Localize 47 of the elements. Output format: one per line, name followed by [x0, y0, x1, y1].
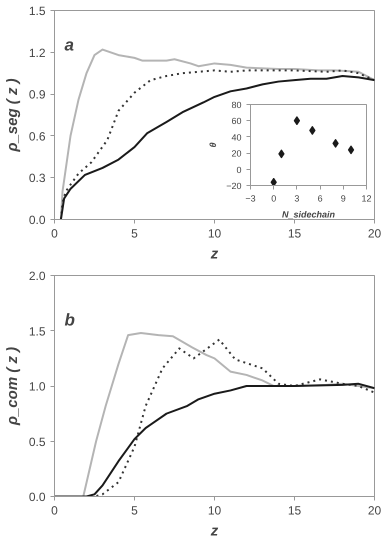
x-tick-label: 3 [294, 194, 300, 204]
x-tick-label: 0 [271, 194, 276, 204]
y-tick-label: 2.0 [28, 269, 46, 283]
x-axis-title: z [210, 522, 219, 540]
x-tick-label: 0 [51, 226, 58, 240]
x-axis-title: N_sidechain [282, 210, 336, 220]
y-axis-title: θ [208, 142, 218, 148]
x-axis-title: z [210, 246, 219, 262]
x-tick-label: 15 [288, 504, 302, 518]
x-tick-label: 5 [131, 226, 138, 240]
x-tick-label: 6 [318, 194, 323, 204]
y-tick-label: 60 [231, 116, 242, 126]
y-tick-label: 1.5 [28, 4, 46, 18]
y-tick-label: 0.3 [28, 171, 46, 186]
x-tick-label: 20 [368, 504, 382, 518]
point [294, 116, 300, 126]
x-tick-label: 10 [208, 504, 222, 518]
x-tick-label: 20 [368, 226, 382, 240]
y-tick-label: 0.0 [28, 213, 46, 227]
x-tick-label: −3 [245, 194, 256, 204]
point [348, 145, 354, 154]
y-tick-label: 0 [236, 164, 242, 175]
y-tick-label: 0.0 [28, 490, 46, 504]
y-tick-label: 0.6 [28, 129, 46, 144]
y-tick-label: 80 [231, 100, 242, 110]
y-axis-title: ρ_com ( z ) [4, 346, 21, 426]
point [270, 178, 277, 186]
x-tick-label: 5 [131, 504, 138, 518]
point [309, 126, 316, 135]
y-tick-label: 40 [231, 132, 242, 142]
y-tick-label: 0.9 [28, 88, 46, 102]
point [278, 149, 285, 158]
x-tick-label: 12 [361, 194, 372, 204]
y-axis-title: ρ_seg ( z ) [4, 78, 21, 153]
annotation: b [64, 310, 75, 330]
x-tick-label: 15 [288, 226, 302, 240]
x-tick-label: 10 [208, 226, 222, 240]
x-tick-label: 0 [51, 504, 58, 518]
y-tick-label: 0.5 [28, 434, 46, 449]
y-tick-label: −20 [226, 181, 242, 191]
annotation: a [64, 36, 74, 54]
y-tick-label: 1.5 [28, 324, 46, 338]
y-tick-label: 20 [231, 148, 242, 159]
y-tick-label: 1.0 [28, 380, 46, 394]
point [332, 138, 339, 148]
x-tick-label: 9 [340, 194, 346, 204]
y-tick-label: 1.2 [28, 46, 46, 60]
